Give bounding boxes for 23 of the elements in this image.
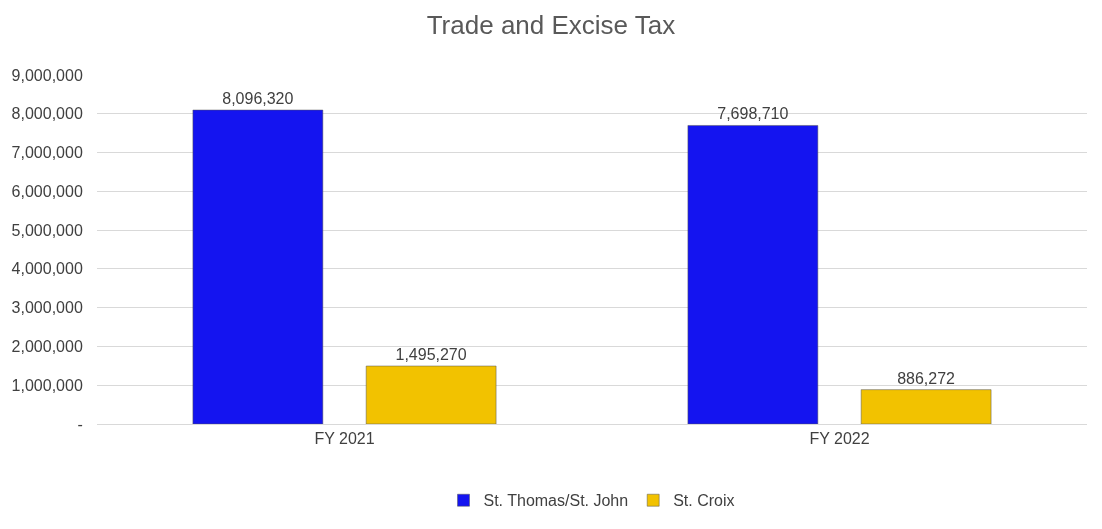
y-tick-label: 2,000,000: [11, 338, 83, 356]
chart-title: Trade and Excise Tax: [426, 10, 676, 41]
y-tick-label: 3,000,000: [11, 299, 83, 317]
data-label: 7,698,710: [717, 105, 789, 123]
y-tick-label: 5,000,000: [11, 221, 83, 239]
data-label: 886,272: [897, 369, 956, 387]
y-tick-label: 8,000,000: [11, 105, 83, 123]
legend-label: St. Thomas/St. John: [483, 492, 629, 510]
y-tick-label: 9,000,000: [11, 66, 83, 84]
y-tick-label: 6,000,000: [11, 182, 83, 200]
x-tick-label: FY 2021: [314, 430, 375, 448]
data-label: 8,096,320: [222, 90, 294, 108]
bar: [192, 109, 324, 424]
y-tick-label: 1,000,000: [11, 376, 83, 394]
y-tick-label: 7,000,000: [11, 144, 83, 162]
y-tick-label: -: [77, 415, 83, 433]
bar: [365, 365, 497, 424]
data-label: 1,495,270: [395, 346, 467, 364]
bar: [687, 125, 819, 424]
y-tick-label: 4,000,000: [11, 260, 83, 278]
x-tick-label: FY 2022: [809, 430, 870, 448]
legend-label: St. Croix: [673, 492, 735, 510]
bar: [860, 389, 992, 424]
